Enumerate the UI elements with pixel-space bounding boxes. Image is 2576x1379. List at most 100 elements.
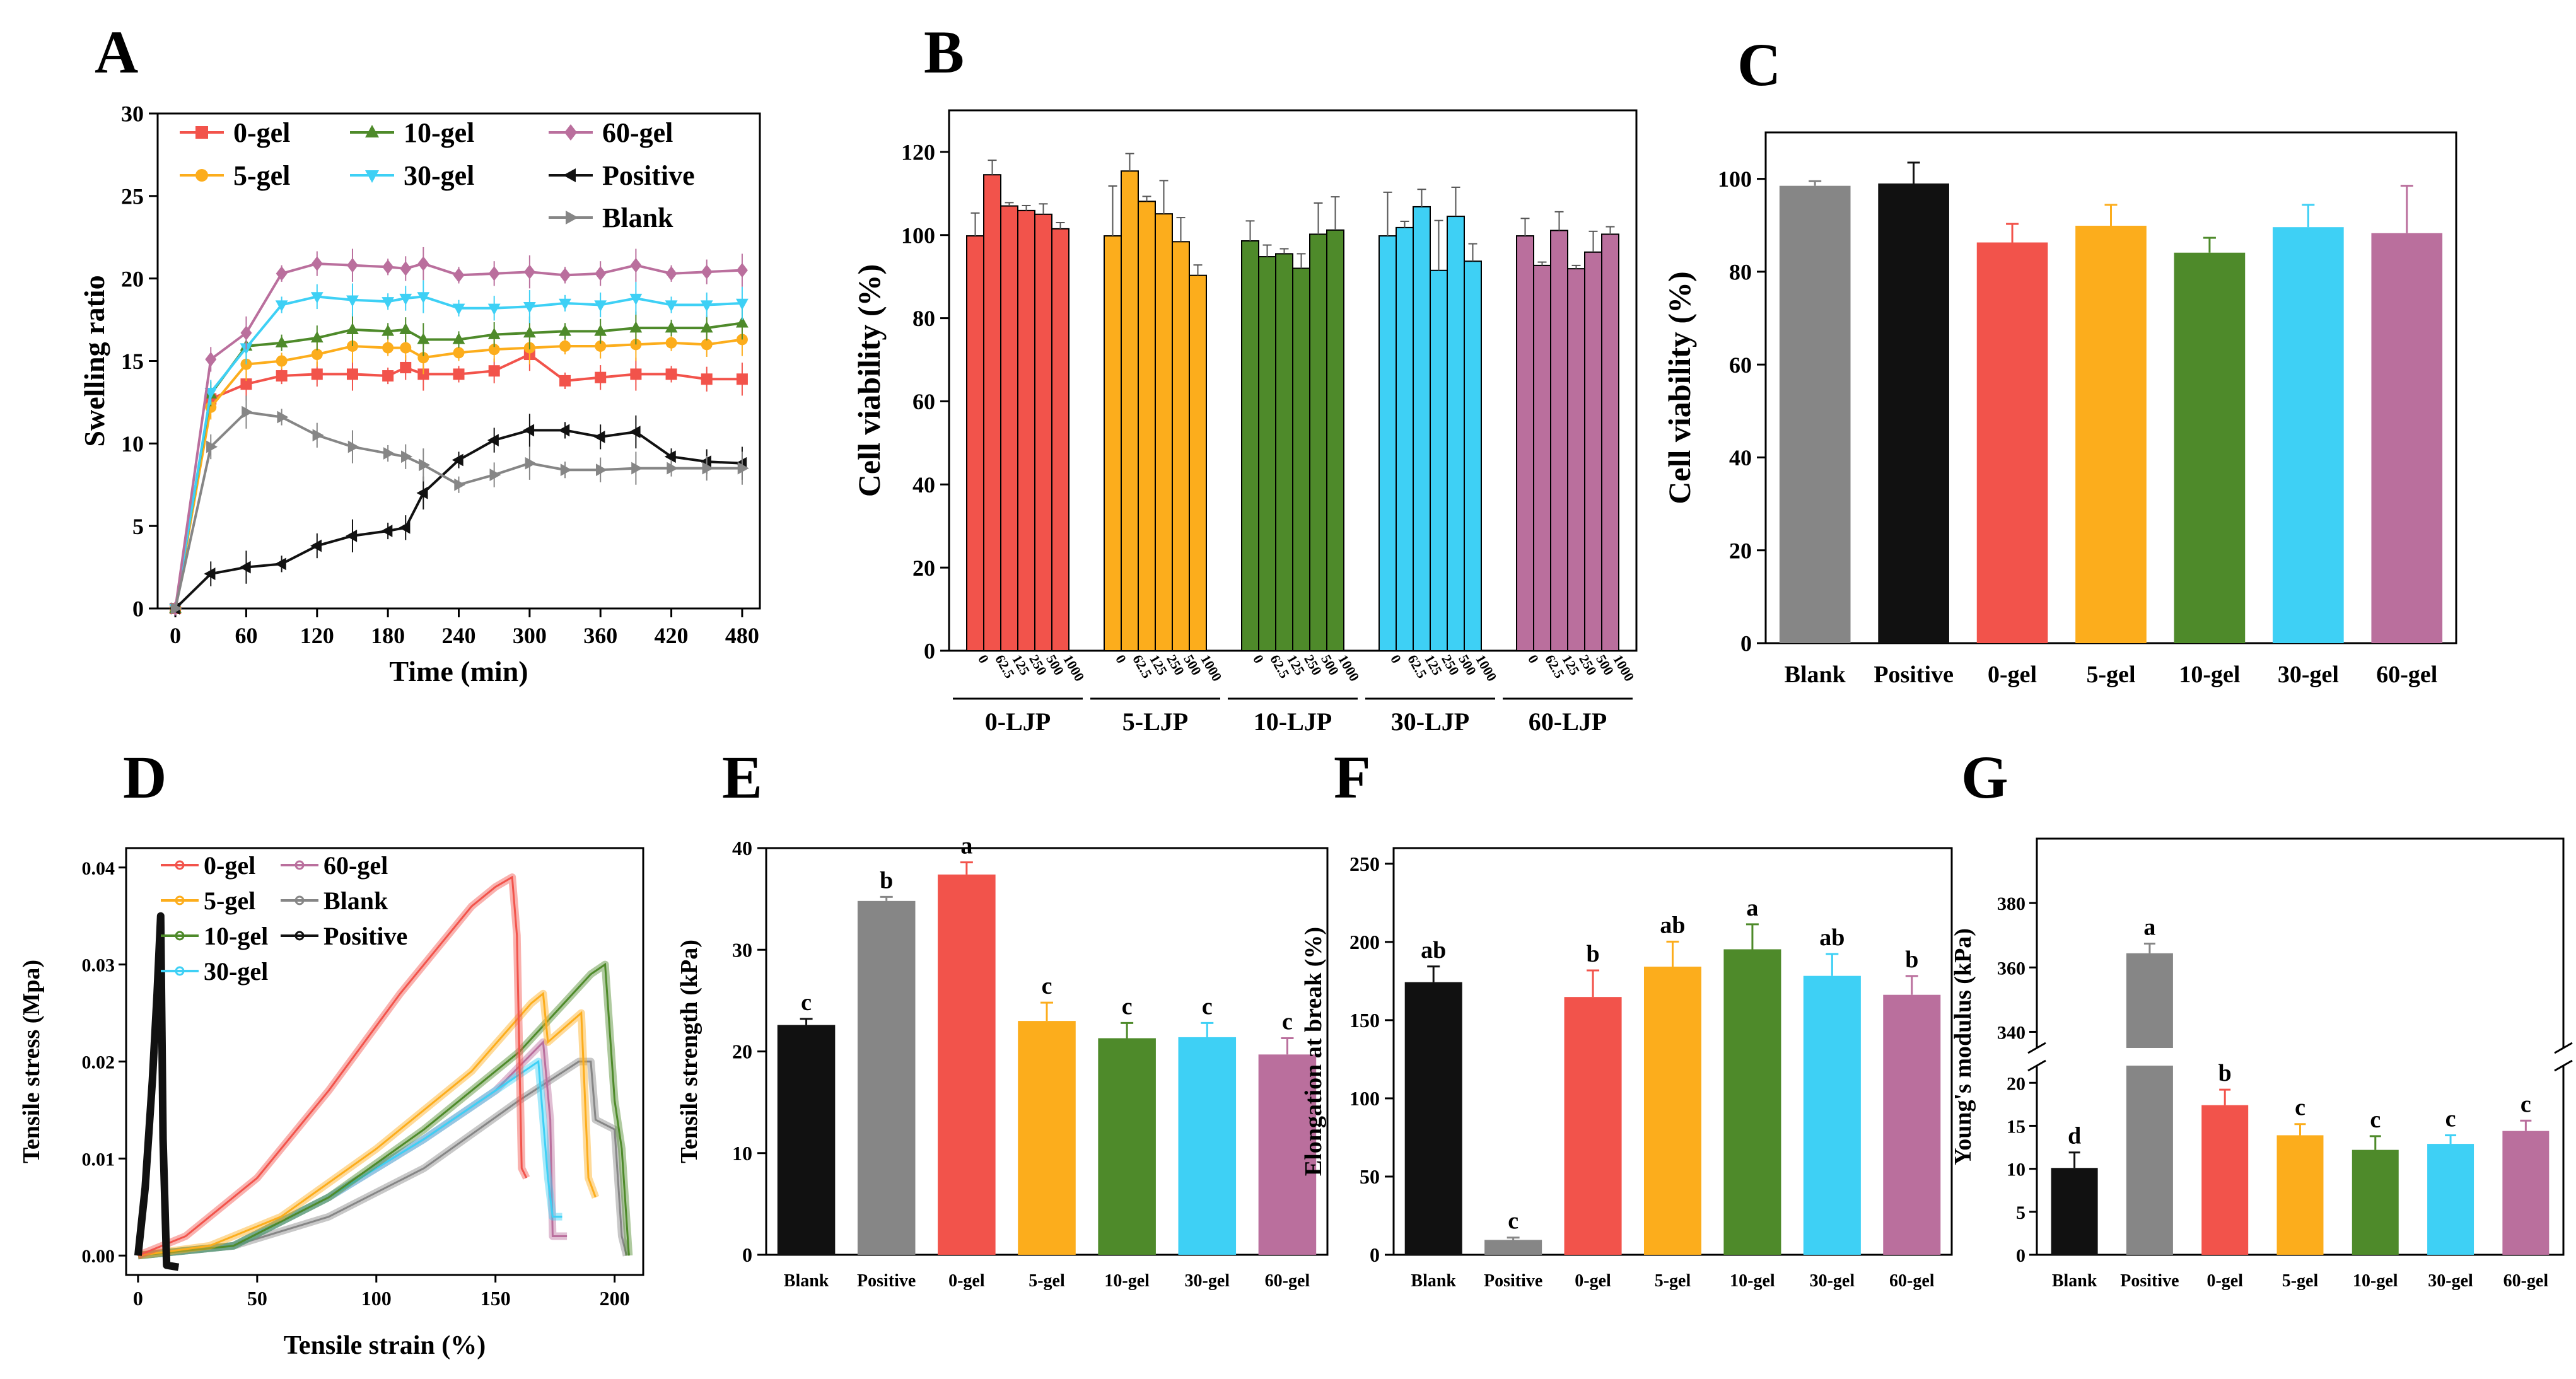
bar-30-LJP <box>1430 269 1448 651</box>
plotE-ytick-label: 0 <box>742 1243 752 1266</box>
data-point-Blank <box>489 468 501 481</box>
panel-a-ylabel: Swelling ratio <box>78 275 110 446</box>
data-point-60-gel <box>595 266 607 281</box>
plotF-ytick-label: 0 <box>1370 1243 1380 1266</box>
data-point-Positive <box>664 450 676 463</box>
panel-d-ytick-label: 0.04 <box>82 858 115 879</box>
panel-g-ytick-label: 360 <box>1997 958 2025 979</box>
panel-b-ytick-label: 0 <box>924 639 935 664</box>
legend-marker-30-gel <box>365 170 379 183</box>
legend-marker-0-gel <box>195 126 208 139</box>
category-label-30-gel: 30-gel <box>2428 1271 2473 1291</box>
data-point-0-gel <box>736 373 748 385</box>
group-label-0-LJP: 0-LJP <box>985 707 1051 736</box>
plotE-ytick-label: 10 <box>732 1142 752 1165</box>
category-label-Blank: Blank <box>1785 661 1846 688</box>
panel-g-ytick-label: 340 <box>1997 1022 2025 1043</box>
series-line-30-gel <box>174 295 743 609</box>
data-point-5-gel <box>453 347 465 359</box>
group-label-10-LJP: 10-LJP <box>1254 707 1332 736</box>
group-label-5-LJP: 5-LJP <box>1122 707 1188 736</box>
bar-60-gel <box>2502 1131 2550 1255</box>
panel-d-xtick-label: 50 <box>247 1287 267 1310</box>
significance-letter: a <box>960 833 972 859</box>
legend-label-30-gel: 30-gel <box>204 957 268 986</box>
panel-d: D 0.00 0.01 0.02 0.03 0.04 0 50 100 150 200 Tensil… <box>18 743 644 1360</box>
data-point-Positive <box>523 424 535 437</box>
panel-g-ytick-label: 10 <box>2007 1160 2025 1180</box>
data-point-Blank <box>631 462 643 475</box>
axis-break-mark <box>2027 1059 2046 1072</box>
panel-e: E 0 10 20 30 40 Tensile strength (kPa) c Blank b… <box>676 743 1329 1291</box>
panel-label-a: A <box>95 18 138 86</box>
panel-d-ytick-label: 0.03 <box>82 955 115 976</box>
bar-30-LJP <box>1378 235 1397 651</box>
plotC-ytick-label: 40 <box>1729 445 1752 470</box>
panel-a-ytick-label: 25 <box>121 183 144 209</box>
data-point-Blank <box>383 447 395 460</box>
category-label-Blank: Blank <box>2052 1271 2097 1291</box>
legend-marker-Positive <box>563 168 576 182</box>
panel-d-xtick-label: 100 <box>361 1287 392 1310</box>
category-label-30-gel: 30-gel <box>1810 1271 1855 1291</box>
panel-a-frame <box>156 112 761 610</box>
panel-d-ylabel: Tensile stress (Mpa) <box>18 960 45 1163</box>
plotF-ytick-label: 150 <box>1349 1009 1380 1032</box>
data-point-60-gel <box>417 256 429 271</box>
plotC-ytick-label: 60 <box>1729 352 1752 378</box>
category-label-10-gel: 10-gel <box>1104 1271 1150 1291</box>
panel-b-ytick-label: 100 <box>901 223 935 248</box>
legend-marker-5-gel <box>195 169 208 182</box>
significance-letter: b <box>1587 941 1600 967</box>
panel-g: G 0 5 10 15 20 340 360 380 Young's modulus (kPa)… <box>1950 743 2573 1291</box>
panel-d-ytick-label: 0.02 <box>82 1052 115 1073</box>
bar-0-LJP <box>983 174 1001 651</box>
bar-5-LJP <box>1121 170 1139 651</box>
data-point-10-gel <box>559 324 571 336</box>
data-point-60-gel <box>665 266 677 281</box>
legend-label-Blank: Blank <box>602 202 673 233</box>
legend-label-60-gel: 60-gel <box>602 117 673 148</box>
series-line-60-gel <box>174 262 743 609</box>
category-label-0-gel: 0-gel <box>2206 1271 2243 1291</box>
bar-0-gel <box>1976 242 2048 643</box>
bar-10-LJP <box>1275 253 1293 651</box>
panel-g-ytick-label: 0 <box>2016 1245 2025 1266</box>
data-point-60-gel <box>311 256 323 271</box>
panel-label-g: G <box>1961 743 2008 811</box>
bar-60-LJP <box>1533 264 1551 651</box>
significance-letter: a <box>1746 895 1758 921</box>
data-point-5-gel <box>701 339 713 351</box>
significance-letter: c <box>1508 1208 1518 1235</box>
panel-b-ylabel: Cell viability (%) <box>851 264 887 497</box>
data-point-30-gel <box>275 300 288 312</box>
significance-letter: c <box>1202 993 1213 1020</box>
data-point-Blank <box>206 440 218 453</box>
legend-marker-Blank <box>294 895 305 905</box>
panel-g-ylabel: Young's modulus (kPa) <box>1950 928 1976 1165</box>
bar-10-gel <box>1098 1038 1156 1255</box>
legend-marker-10-gel <box>365 125 379 137</box>
legend-label-60-gel: 60-gel <box>323 851 388 880</box>
data-point-10-gel <box>700 321 713 333</box>
bar-0-gel <box>2201 1105 2249 1255</box>
data-point-30-gel <box>700 300 713 312</box>
panel-a-ytick-label: 30 <box>121 102 144 127</box>
bar-Positive-upper <box>2126 953 2173 1048</box>
bar-0-gel <box>1564 997 1622 1255</box>
data-point-Blank <box>596 463 608 477</box>
bar-Positive <box>1878 183 1949 643</box>
data-point-30-gel <box>399 293 412 305</box>
bar-30-gel <box>2273 227 2344 644</box>
significance-letter: c <box>1042 973 1052 999</box>
data-point-30-gel <box>417 292 430 304</box>
data-point-Positive <box>452 453 463 467</box>
bar-0-gel <box>938 874 996 1255</box>
data-point-Blank <box>667 462 679 475</box>
data-point-30-gel <box>452 303 465 315</box>
bar-30-LJP <box>1413 206 1431 651</box>
panel-d-ytick-label: 0.01 <box>82 1149 115 1170</box>
category-label-5-gel: 5-gel <box>2086 661 2135 688</box>
